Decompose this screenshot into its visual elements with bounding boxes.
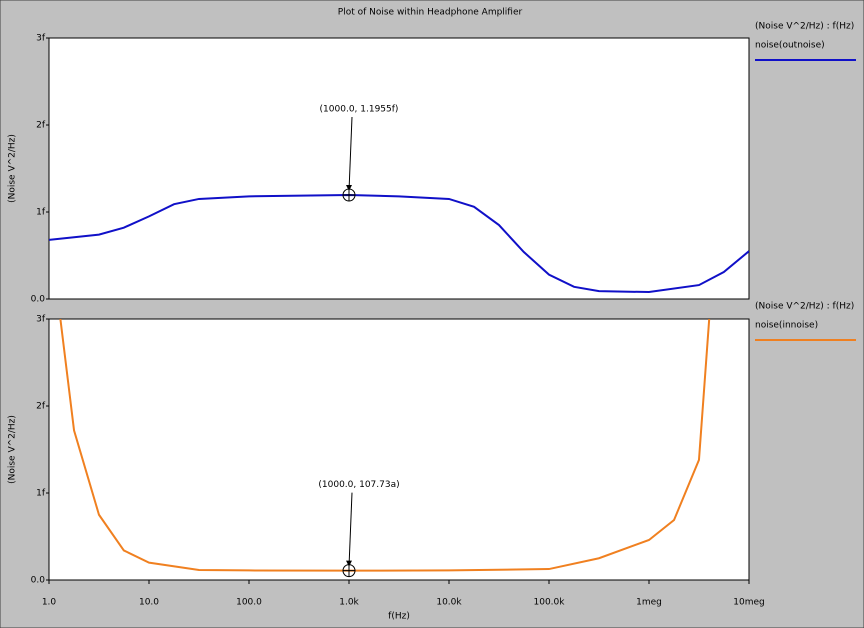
arrow-head xyxy=(346,560,352,567)
x-tick-label: 1.0 xyxy=(42,598,57,608)
series-line xyxy=(49,193,749,294)
legend-title: (Noise V^2/Hz) : f(Hz) xyxy=(755,22,854,32)
y-tick-label: 3f xyxy=(36,315,46,325)
y-tick-label: 0.0 xyxy=(31,295,46,305)
y-tick-label: 0.0 xyxy=(31,576,46,586)
x-tick-label: 10.0 xyxy=(139,598,159,608)
x-tick-label: 10meg xyxy=(733,598,764,608)
legend-title: (Noise V^2/Hz) : f(Hz) xyxy=(755,302,854,312)
chart-title: Plot of Noise within Headphone Amplifier xyxy=(338,8,523,18)
arrow-head xyxy=(346,184,352,191)
annotation-label: (1000.0, 107.73a) xyxy=(318,480,399,490)
annotation-arrow xyxy=(348,492,353,567)
legend-label: noise(outnoise) xyxy=(755,41,825,51)
x-tick-label: 100.0 xyxy=(236,598,262,608)
y-axis-label: (Noise V^2/Hz) xyxy=(8,415,18,484)
x-axis-label: f(Hz) xyxy=(388,612,410,622)
y-tick-label: 1f xyxy=(36,489,46,499)
x-tick-label: 100.0k xyxy=(534,598,566,608)
x-tick-label: 10.0k xyxy=(436,598,462,608)
y-tick-label: 2f xyxy=(36,402,46,412)
plot-area xyxy=(48,37,750,300)
y-tick-label: 1f xyxy=(36,208,46,218)
x-tick-label: 1meg xyxy=(636,598,662,608)
y-axis-label: (Noise V^2/Hz) xyxy=(8,134,18,203)
y-tick-label: 2f xyxy=(36,121,46,131)
plot-area xyxy=(48,318,750,581)
legend-label: noise(innoise) xyxy=(755,321,818,331)
y-tick-label: 3f xyxy=(36,34,46,44)
x-tick-label: 1.0k xyxy=(339,598,359,608)
annotation-label: (1000.0, 1.1955f) xyxy=(320,104,399,114)
annotation-arrow xyxy=(348,116,353,192)
